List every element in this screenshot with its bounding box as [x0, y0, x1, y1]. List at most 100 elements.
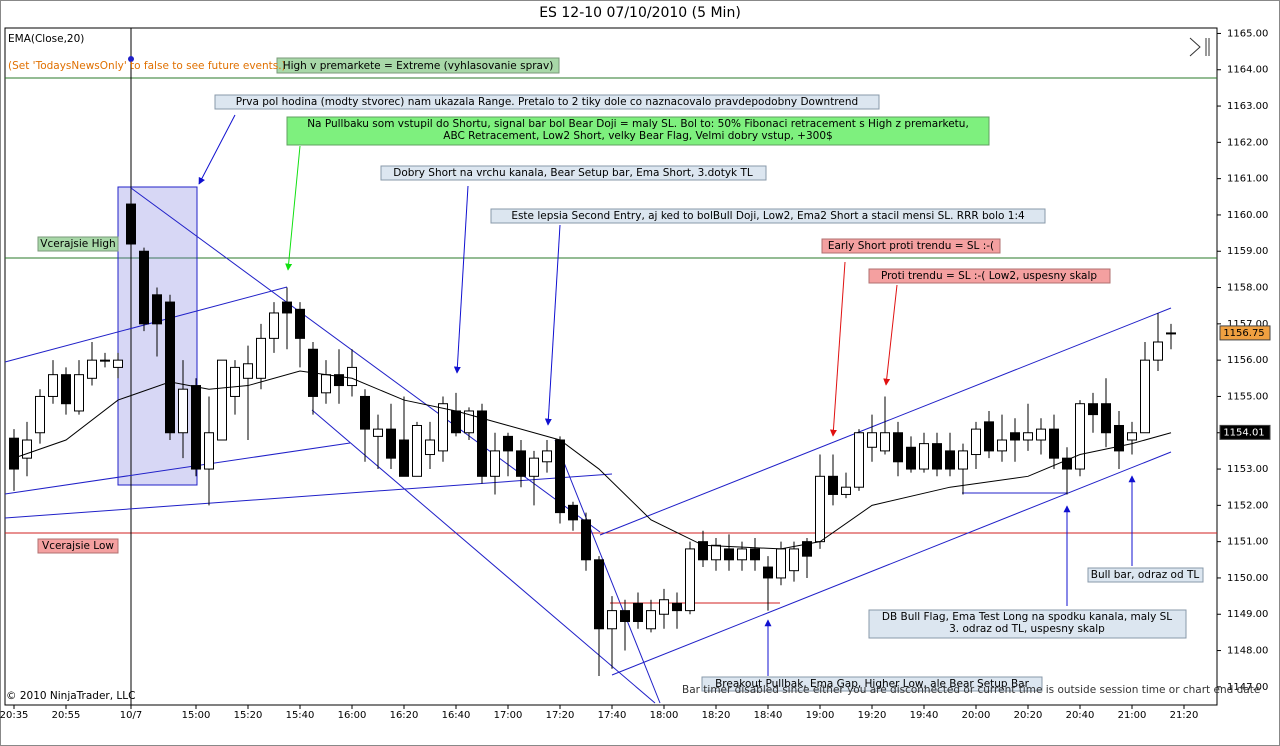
arrow — [883, 284, 898, 386]
candle-body — [906, 446, 916, 470]
x-tick-label: 10/7 — [120, 710, 142, 721]
x-tick-label: 18:20 — [702, 710, 731, 721]
candle-body — [243, 363, 253, 379]
x-tick-label: 18:00 — [650, 710, 679, 721]
candle-body — [9, 437, 19, 470]
candle-body — [1088, 403, 1098, 416]
x-tick-label: 16:20 — [390, 710, 419, 721]
candle-body — [516, 450, 526, 477]
trend-line — [4, 442, 351, 495]
annotation: © 2010 NinjaTrader, LLC — [6, 690, 135, 702]
candle-body — [984, 421, 994, 452]
candle-body — [22, 439, 32, 459]
y-tick-label: 1149.00 — [1227, 609, 1268, 620]
candle-body — [295, 308, 305, 339]
annotation: ABC Retracement, Low2 Short, velky Bear … — [443, 130, 832, 142]
x-tick-label: 20:00 — [962, 710, 991, 721]
candle-body — [529, 457, 539, 477]
candle-body — [763, 566, 773, 579]
x-tick-label: 21:20 — [1170, 710, 1199, 721]
price-marker-label: 1156.75 — [1223, 328, 1264, 339]
annotation: Este lepsia Second Entry, aj ked to bolB… — [511, 210, 1025, 222]
candle-body — [191, 385, 201, 470]
candle-body — [360, 395, 370, 430]
arrow — [285, 145, 301, 271]
candle-body — [815, 475, 825, 543]
candle-body — [1127, 432, 1137, 441]
candle-body — [893, 432, 903, 463]
y-tick-label: 1147.00 — [1227, 682, 1268, 693]
note-box — [490, 208, 1046, 224]
y-tick-label: 1160.00 — [1227, 210, 1268, 221]
annotation: DB Bull Flag, Ema Test Long na spodku ka… — [882, 611, 1172, 623]
x-tick-label: 20:40 — [1066, 710, 1095, 721]
note-box — [868, 609, 1187, 639]
candle-body — [555, 439, 565, 514]
candle-body — [48, 374, 58, 397]
annotation: Bull bar, odraz od TL — [1091, 569, 1200, 581]
note-box — [701, 676, 1043, 692]
candle-body — [269, 312, 279, 339]
candle-body — [334, 374, 344, 387]
ema-line — [13, 370, 1172, 550]
candle-body — [867, 432, 877, 448]
candle-body — [919, 443, 929, 470]
candle-body — [490, 450, 500, 477]
annotation: Breakout Pullbak, Ema Gap, Higher Low, a… — [715, 678, 1029, 690]
y-tick-label: 1165.00 — [1227, 28, 1268, 39]
x-tick-label: 18:40 — [754, 710, 783, 721]
candle-body — [1062, 457, 1072, 470]
candle-body — [464, 410, 474, 434]
annotation: Early Short proti trendu = SL :-( — [828, 240, 994, 252]
candle-body — [854, 432, 864, 488]
candle-body — [1010, 432, 1020, 441]
annotation: Dobry Short na vrchu kanala, Bear Setup … — [393, 167, 753, 179]
candle-body — [1140, 359, 1150, 434]
candle-body — [178, 388, 188, 434]
candle-body — [607, 610, 617, 630]
x-tick-label: 17:40 — [598, 710, 627, 721]
candle-body — [698, 541, 708, 561]
annotation: Bar timer disabled since either you are … — [682, 684, 1260, 696]
candle-body — [425, 439, 435, 456]
candle-body — [1075, 403, 1085, 470]
note-box — [1087, 567, 1204, 583]
y-tick-label: 1156.00 — [1227, 355, 1268, 366]
candle-body — [672, 602, 682, 612]
candle-body — [1153, 341, 1163, 361]
arrow — [829, 261, 846, 437]
arrow — [198, 114, 236, 185]
candle-body — [1166, 332, 1176, 335]
candle-body — [620, 610, 630, 623]
note-box — [380, 165, 767, 181]
candle-body — [347, 366, 357, 387]
candle-body — [256, 337, 266, 379]
note-box — [37, 236, 119, 252]
x-tick-label: 16:00 — [338, 710, 367, 721]
scroll-icon[interactable] — [1189, 37, 1210, 57]
x-tick-label: 15:40 — [286, 710, 315, 721]
annotation: 3. odraz od TL, uspesny skalp — [949, 623, 1105, 635]
annotation: Prva pol hodina (modty stvorec) nam ukaz… — [236, 96, 858, 108]
candle-body — [477, 410, 487, 477]
candle-body — [204, 432, 214, 470]
candle-body — [399, 439, 409, 477]
y-tick-label: 1150.00 — [1227, 573, 1268, 584]
candle-body — [997, 439, 1007, 452]
x-tick-label: 16:40 — [442, 710, 471, 721]
price-marker — [1219, 424, 1271, 440]
candle-body — [750, 548, 760, 561]
candle-body — [451, 410, 461, 434]
price-marker-label: 1154.01 — [1223, 427, 1264, 438]
annotation: Vcerajsie Low — [42, 540, 114, 552]
cursor-dot — [128, 56, 134, 62]
candle-body — [945, 450, 955, 470]
x-tick-label: 19:20 — [858, 710, 887, 721]
note-box — [37, 538, 119, 554]
y-tick-label: 1159.00 — [1227, 246, 1268, 257]
candle-body — [932, 443, 942, 470]
candle-body — [581, 519, 591, 561]
candle-body — [542, 450, 552, 463]
candle-body — [1036, 428, 1046, 441]
